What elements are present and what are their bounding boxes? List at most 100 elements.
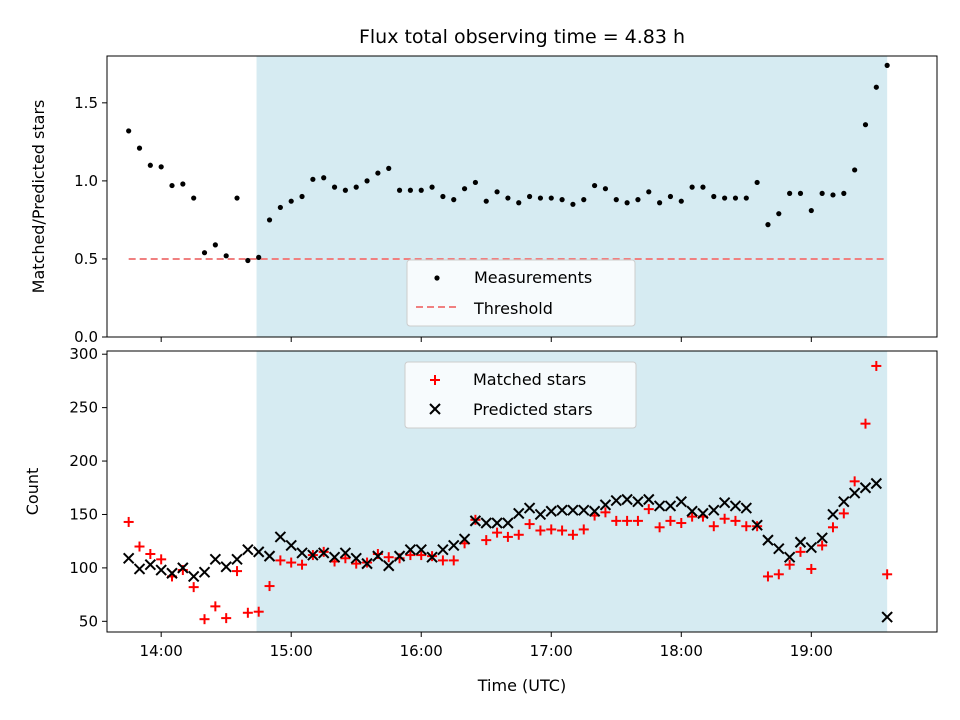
y-tick-label: 150 <box>69 505 98 523</box>
measurement-point <box>776 211 782 217</box>
matched-star-point <box>817 540 828 551</box>
measurement-point <box>266 217 273 223</box>
matched-star-point <box>221 613 232 624</box>
cross-stroke <box>252 546 265 558</box>
matched-star-point <box>622 515 633 526</box>
legend-matched-marker <box>430 375 440 385</box>
predicted-star-point <box>480 517 492 529</box>
matched-star-point <box>860 418 871 429</box>
cross-stroke <box>166 567 178 579</box>
cross-stroke <box>545 505 557 517</box>
cross-stroke <box>578 504 590 516</box>
matched-star-point <box>654 522 665 533</box>
predicted-star-point <box>491 517 503 529</box>
predicted-star-point <box>848 487 861 499</box>
cross-stroke <box>339 547 352 559</box>
matched-star-point <box>557 525 568 536</box>
matched-star-point <box>773 569 784 580</box>
matched-star-point <box>611 515 622 526</box>
predicted-star-point <box>740 502 753 514</box>
predicted-star-point <box>155 564 167 576</box>
measurement-point <box>256 254 262 260</box>
cross-stroke <box>187 570 200 583</box>
matched-star-point <box>741 521 752 532</box>
predicted-star-point <box>632 495 644 508</box>
measurement-point <box>147 162 153 168</box>
cross-stroke <box>762 534 774 546</box>
predicted-star-point <box>328 551 341 563</box>
measurement-point <box>136 145 143 151</box>
cross-stroke <box>404 544 417 556</box>
cross-stroke <box>534 508 547 521</box>
cross-stroke <box>870 477 883 490</box>
measurement-point <box>180 181 186 187</box>
predicted-star-point <box>686 505 698 517</box>
measurement-point <box>657 200 663 206</box>
predicted-star-point <box>350 552 362 564</box>
y-tick-label: 1.0 <box>74 172 98 190</box>
matched-star-point <box>199 614 210 625</box>
measurement-point <box>191 195 197 201</box>
measurement-point <box>494 189 500 195</box>
measurement-point <box>537 195 544 201</box>
measurement-point <box>765 222 771 228</box>
measurement-point <box>689 184 695 190</box>
legend-predicted-marker <box>429 403 441 415</box>
top-panel: 0.0 0.5 1.0 1.5 Matched/Predicted stars Mea… <box>29 55 938 346</box>
measurement-point <box>429 184 435 190</box>
legend-measurements-marker <box>434 275 440 281</box>
x-axis-label: Time (UTC) <box>477 676 566 695</box>
matched-star-point <box>871 360 882 371</box>
measurement-point <box>212 242 218 248</box>
predicted-star-point <box>469 515 482 527</box>
predicted-star-point <box>187 570 200 583</box>
predicted-star-point <box>252 546 265 558</box>
matched-star-point <box>502 531 513 542</box>
y-tick-label: 100 <box>69 559 98 577</box>
cross-stroke <box>133 563 146 575</box>
cross-stroke <box>296 547 308 559</box>
measurement-point <box>277 204 283 211</box>
measurement-point <box>754 179 760 186</box>
cross-stroke <box>242 544 254 556</box>
measurement-point <box>331 184 338 190</box>
predicted-star-point <box>372 550 384 562</box>
y-tick-label: 200 <box>69 452 98 470</box>
measurement-point <box>852 167 858 173</box>
measurement-point <box>234 195 240 201</box>
cross-stroke <box>415 544 427 556</box>
predicted-star-point <box>285 539 297 552</box>
matched-star-point <box>795 546 806 557</box>
measurement-point <box>862 122 869 128</box>
cross-stroke <box>469 515 482 527</box>
predicted-star-point <box>523 502 536 514</box>
measurement-point <box>364 178 370 184</box>
measurement-point <box>711 193 717 200</box>
predicted-star-point <box>393 550 406 562</box>
predicted-star-point <box>870 477 883 490</box>
cross-stroke <box>664 500 677 512</box>
cross-stroke <box>318 547 330 559</box>
cross-stroke <box>491 517 503 529</box>
cross-stroke <box>155 564 167 576</box>
predicted-star-point <box>383 560 395 572</box>
predicted-star-point <box>881 611 893 623</box>
matched-star-point <box>665 515 676 526</box>
predicted-star-point <box>675 495 687 508</box>
legend-cross-marker <box>429 403 441 415</box>
predicted-star-point <box>209 553 222 566</box>
measurement-point <box>548 195 554 201</box>
cross-stroke <box>437 544 449 556</box>
bottom-legend-box <box>404 361 637 429</box>
matched-star-point <box>762 571 773 582</box>
predicted-star-point <box>578 504 590 516</box>
measurement-point <box>396 187 403 193</box>
predicted-star-point <box>198 566 211 578</box>
measurement-point <box>624 200 630 206</box>
predicted-star-point <box>718 497 731 509</box>
predicted-star-point <box>426 551 438 563</box>
cross-stroke <box>621 493 633 506</box>
bottom-y-axis-label: Count <box>23 468 42 516</box>
measurement-point <box>819 190 825 196</box>
